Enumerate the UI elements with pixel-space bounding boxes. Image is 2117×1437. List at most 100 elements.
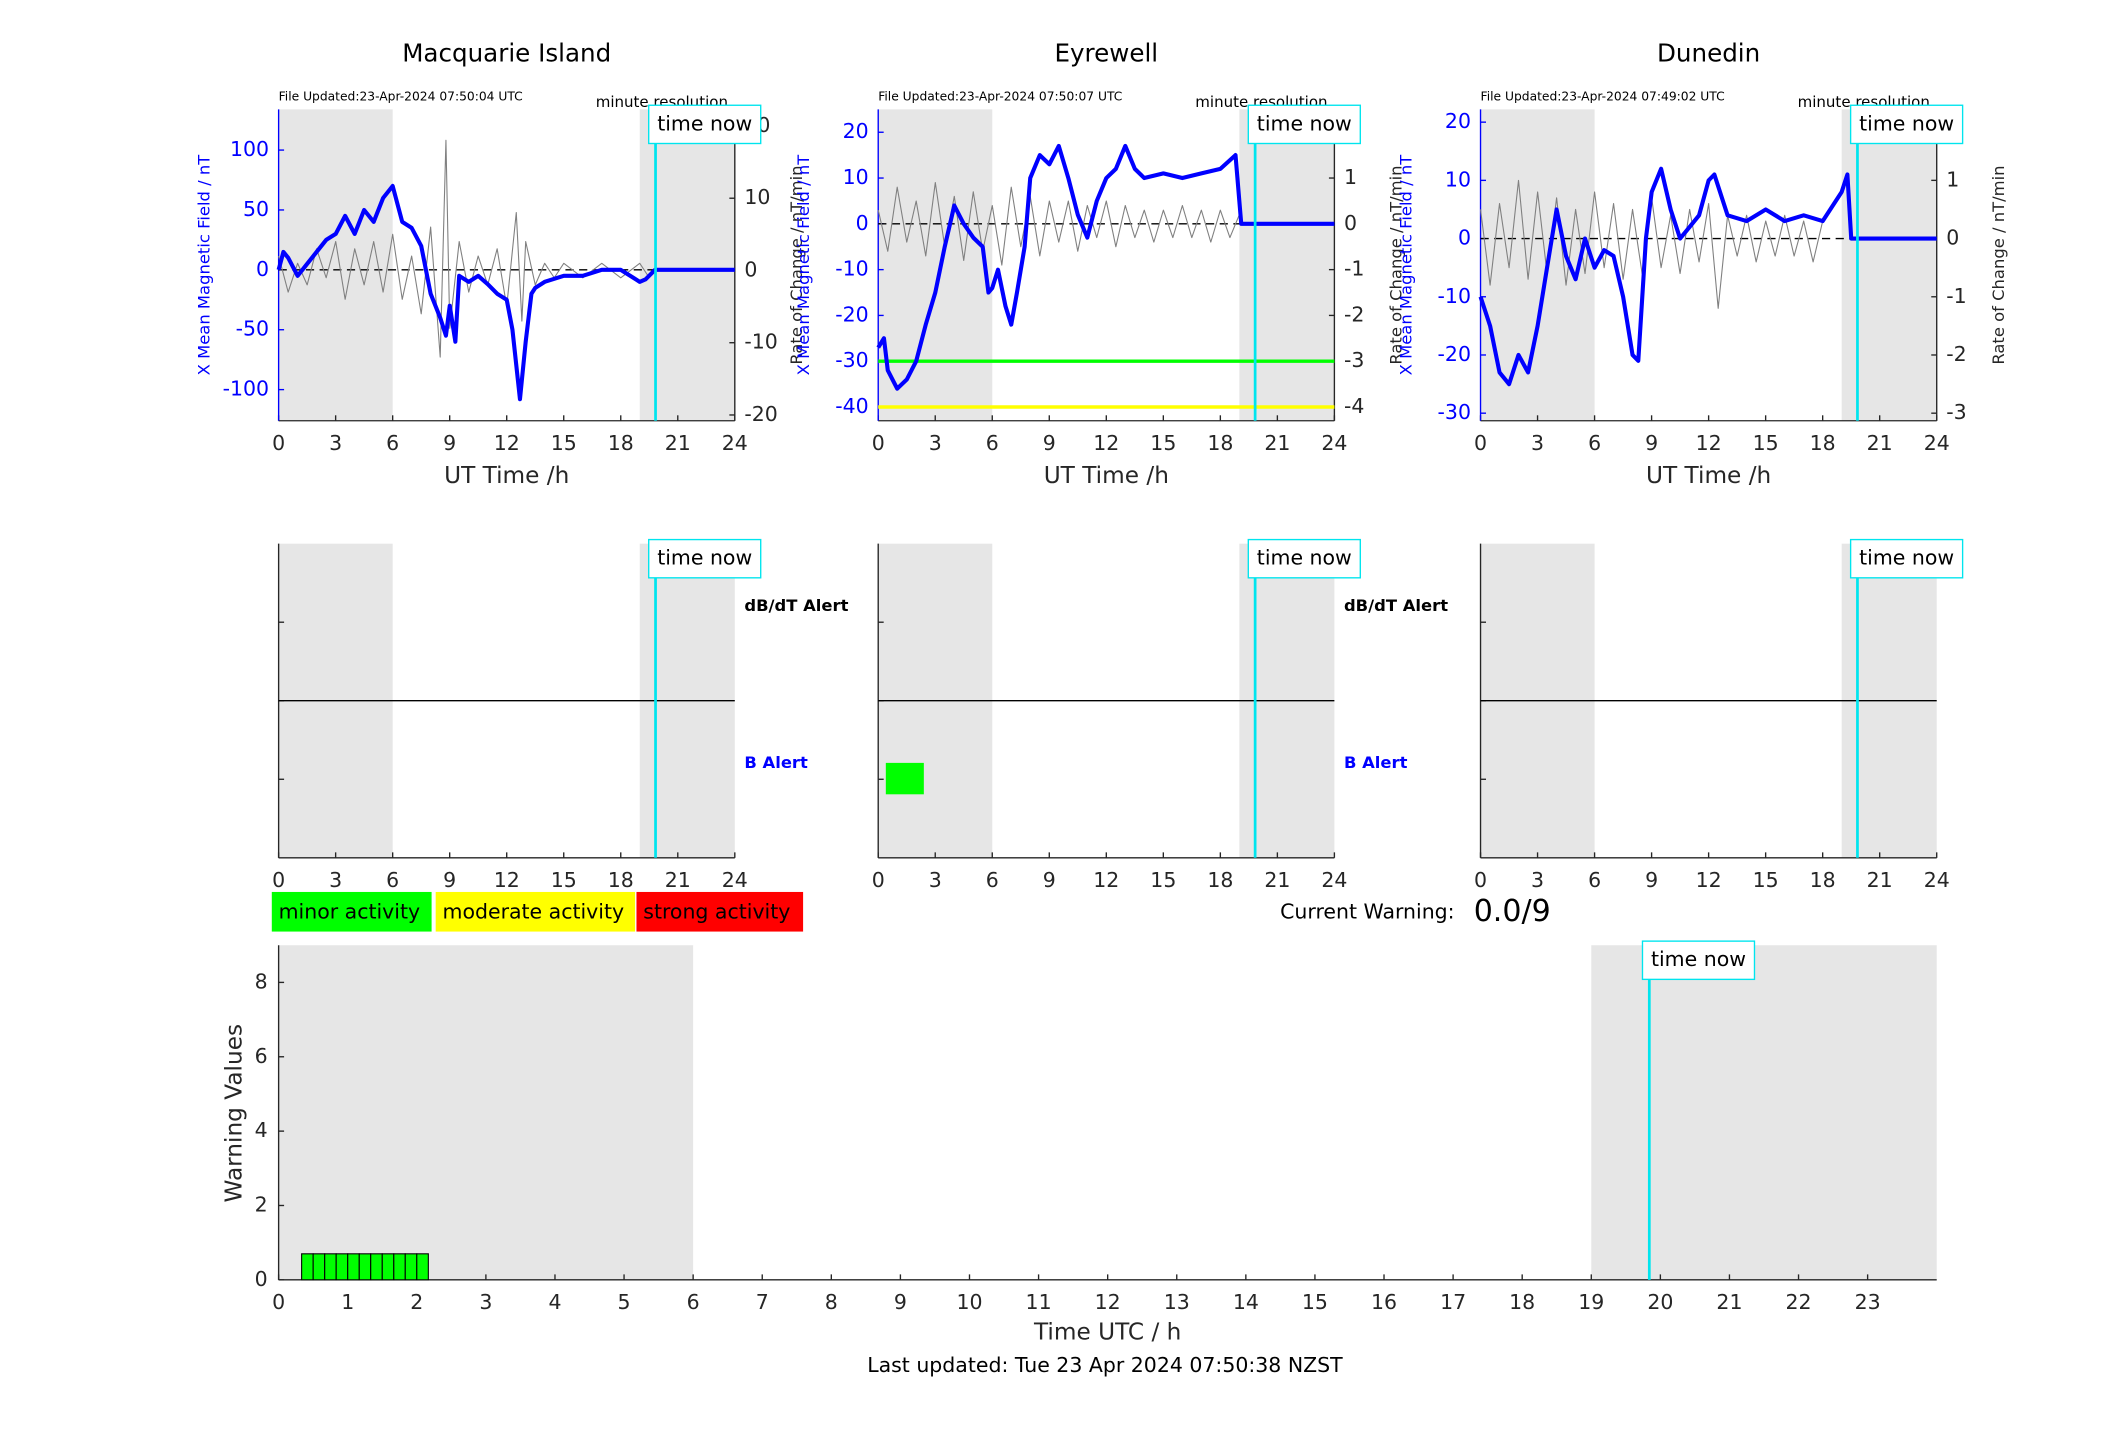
x-tick-label: 11: [1026, 1290, 1052, 1314]
y-tick-label: -50: [236, 317, 269, 341]
bar: [301, 1253, 314, 1281]
bar: [416, 1253, 429, 1281]
y-tick-label: 2: [255, 1192, 268, 1216]
y-tick-label: -30: [1438, 400, 1471, 424]
y-tick-label: -100: [223, 377, 269, 401]
y2-tick-label: 0: [744, 257, 757, 281]
field-line: [876, 143, 1335, 391]
x-tick-label: 21: [665, 868, 691, 892]
x-tick-label: 24: [1321, 868, 1347, 892]
legend-swatch: [435, 891, 636, 932]
time-now-box: [1849, 538, 1964, 579]
file-updated: File Updated:23-Apr-2024 07:50:04 UTC: [279, 90, 523, 104]
x-tick-label: 9: [1645, 431, 1658, 455]
x-tick-label: 21: [1264, 868, 1290, 892]
x-tick-label: 15: [1150, 431, 1176, 455]
x-tick-label: 9: [1043, 868, 1056, 892]
x-tick-label: 7: [756, 1290, 769, 1314]
legend-label: strong activity: [643, 899, 790, 923]
x-tick-label: 15: [551, 431, 577, 455]
y2-tick-label: -2: [1344, 302, 1364, 326]
shaded-span: [1239, 109, 1335, 421]
time-now-label: time now: [1859, 546, 1954, 570]
bar: [312, 1253, 326, 1281]
y-tick-label: -10: [835, 257, 868, 281]
x-tick-label: 10: [956, 1290, 982, 1314]
x-tick-label: 18: [1207, 868, 1233, 892]
x-tick-label: 17: [1440, 1290, 1466, 1314]
x-tick-label: 12: [1696, 868, 1722, 892]
y-tick-label: 6: [255, 1044, 268, 1068]
x-tick-label: 21: [1716, 1290, 1742, 1314]
y2-tick-label: -1: [1344, 257, 1364, 281]
x-tick-label: 12: [1696, 431, 1722, 455]
x-tick-label: 3: [329, 431, 342, 455]
x-tick-label: 3: [929, 431, 942, 455]
bar: [335, 1253, 349, 1281]
bar: [324, 1253, 337, 1281]
x-tick-label: 3: [1531, 868, 1544, 892]
x-axis-label: UT Time /h: [1646, 462, 1771, 489]
x-tick-label: 6: [386, 868, 399, 892]
y2-tick-label: -3: [1946, 400, 1966, 424]
y-tick-label: 4: [255, 1118, 268, 1142]
y-tick-label: -10: [1438, 284, 1471, 308]
y2-tick-label: 0: [1344, 211, 1357, 235]
bar: [370, 1253, 383, 1281]
field-line: [1478, 166, 1937, 387]
y-tick-label: 20: [843, 119, 869, 143]
x-axis-label: UT Time /h: [444, 462, 569, 489]
x-tick-label: 18: [608, 431, 634, 455]
x-tick-label: 0: [272, 1290, 285, 1314]
y2-tick-label: -4: [1344, 394, 1364, 418]
shaded-span: [278, 109, 393, 421]
field-line: [276, 183, 735, 402]
x-tick-label: 6: [986, 431, 999, 455]
time-now-label: time now: [1257, 111, 1352, 135]
file-updated: File Updated:23-Apr-2024 07:49:02 UTC: [1481, 90, 1725, 104]
x-tick-label: 24: [1924, 868, 1950, 892]
y-axis-label: X Mean Magnetic Field / nT: [1396, 154, 1415, 376]
shaded-span: [878, 109, 993, 421]
y-tick-label: 10: [843, 165, 869, 189]
y-tick-label: 0: [856, 211, 869, 235]
y2-tick-label: -10: [744, 330, 777, 354]
x-tick-label: 3: [479, 1290, 492, 1314]
x-tick-label: 6: [1588, 431, 1601, 455]
x-tick-label: 18: [1509, 1290, 1535, 1314]
last-updated: Last updated: Tue 23 Apr 2024 07:50:38 N…: [867, 1353, 1343, 1377]
y2-axis-label: Rate of Change / nT/min: [1989, 165, 2008, 364]
y-tick-label: 50: [243, 197, 269, 221]
y-tick-label: 0: [1458, 226, 1471, 250]
x-tick-label: 20: [1647, 1290, 1673, 1314]
y-tick-label: -30: [835, 348, 868, 372]
x-tick-label: 8: [825, 1290, 838, 1314]
x-tick-label: 15: [1150, 868, 1176, 892]
alert-label: dB/dT Alert: [1344, 596, 1448, 615]
x-tick-label: 15: [551, 868, 577, 892]
legend-swatch: [636, 891, 804, 932]
x-tick-label: 0: [272, 868, 285, 892]
x-tick-label: 19: [1578, 1290, 1604, 1314]
y-tick-label: 0: [256, 257, 269, 281]
legend-label: moderate activity: [443, 899, 625, 923]
x-tick-label: 9: [443, 868, 456, 892]
x-tick-label: 0: [872, 868, 885, 892]
x-tick-label: 18: [1207, 431, 1233, 455]
x-tick-label: 0: [872, 431, 885, 455]
x-tick-label: 12: [494, 431, 520, 455]
y-tick-label: 20: [1445, 109, 1471, 133]
y-tick-label: -20: [1438, 342, 1471, 366]
x-tick-label: 12: [1095, 1290, 1121, 1314]
current-warning-value: 0.0/9: [1474, 894, 1551, 929]
bar: [404, 1253, 418, 1281]
time-now-box: [1849, 104, 1964, 145]
y-tick-label: 8: [255, 969, 268, 993]
x-tick-label: 6: [1588, 868, 1601, 892]
y2-tick-label: -20: [744, 402, 777, 426]
alert-label: B Alert: [744, 753, 808, 772]
x-tick-label: 18: [1810, 868, 1836, 892]
x-tick-label: 0: [1474, 431, 1487, 455]
x-tick-label: 15: [1753, 431, 1779, 455]
